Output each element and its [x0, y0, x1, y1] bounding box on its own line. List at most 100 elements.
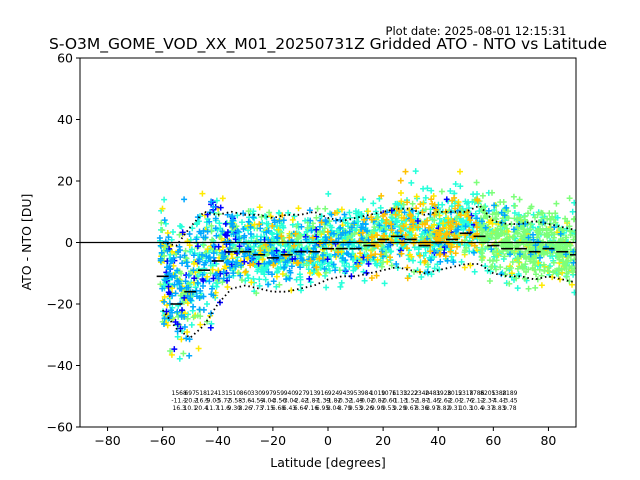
bin-stat-label: 9.30: [228, 405, 242, 412]
bin-stat-label: 9.37: [481, 405, 495, 412]
bin-stat-label: -0.82: [370, 398, 386, 405]
scatter-series: [242, 168, 481, 282]
bin-stat-label: 7786: [469, 390, 484, 397]
bin-stat-label: -2.76: [458, 398, 474, 405]
bin-stat-label: 953: [350, 390, 362, 397]
bin-stat-label: 940: [284, 390, 296, 397]
bin-stat-label: -5.58: [227, 398, 243, 405]
y-tick-label: −60: [47, 420, 73, 435]
bin-stat-label: -3.6: [239, 398, 251, 405]
bin-stat-label: -4.59: [249, 398, 265, 405]
bin-stat-label: -3.04: [282, 398, 298, 405]
bin-stat-label: 9.26: [360, 405, 374, 412]
bin-stat-label: 8205: [480, 390, 495, 397]
bin-stat-label: 20.4: [195, 405, 209, 412]
bin-stat-label: 11.6: [217, 405, 231, 412]
bin-stat-label: -2.01: [447, 398, 463, 405]
x-tick-label: −20: [260, 433, 286, 448]
bin-stat-label: -0.60: [381, 398, 397, 405]
x-tick-label: −60: [149, 433, 175, 448]
y-axis: −60 −40 −20 0 20 40 60: [47, 51, 80, 435]
bin-stat-label: -1.52: [403, 398, 419, 405]
bin-stat-label: 1568: [172, 390, 187, 397]
bin-stat-label: 9.53: [382, 405, 396, 412]
bin-stat-label: 5318: [458, 390, 473, 397]
bin-stat-label: 6.64: [294, 405, 308, 412]
bin-stat-label: 1222: [403, 390, 418, 397]
y-tick-label: 60: [57, 51, 73, 66]
statistics-lines-layer: [80, 204, 576, 339]
bin-stat-label: -5.72: [216, 398, 232, 405]
bin-stat-label: 16.3: [173, 405, 187, 412]
bin-stat-label: 510: [229, 390, 241, 397]
bin-stat-label: 330: [251, 390, 263, 397]
bin-stat-label: 3012: [447, 390, 462, 397]
bin-stat-label: 8.36: [415, 405, 429, 412]
bin-stat-label: -4.41: [491, 398, 507, 405]
std-lower-line: [161, 263, 576, 339]
bin-stat-label: 8.97: [426, 405, 440, 412]
bin-stat-label: 10.4: [470, 405, 484, 412]
x-tick-label: 20: [375, 433, 391, 448]
stat-labels-layer: 1568-11.116.3 697-20.210.1 518-16.520.4 124…: [171, 390, 517, 412]
bin-stat-label: 8.82: [437, 405, 451, 412]
std-upper-line: [162, 204, 576, 247]
bin-stat-label: -1.87: [414, 398, 430, 405]
bin-stat-label: 124: [207, 390, 219, 397]
bin-stat-label: -4.04: [260, 398, 276, 405]
bin-stat-label: 997: [262, 390, 274, 397]
y-tick-label: −20: [47, 297, 73, 312]
bin-stat-label: 8.04: [327, 405, 341, 412]
x-axis: −80 −60 −40 −20 0 20 40 60 80: [94, 427, 556, 448]
x-tick-label: 0: [324, 433, 332, 448]
bin-stat-label: 943: [339, 390, 351, 397]
x-tick-label: −80: [94, 433, 120, 448]
y-tick-label: 0: [65, 235, 73, 250]
bin-stat-label: 2189: [502, 390, 517, 397]
bin-stat-label: 3928: [436, 390, 451, 397]
bin-stat-label: 10.1: [184, 405, 198, 412]
scatter-points-layer: [156, 168, 576, 362]
bin-stat-label: 7.15: [261, 405, 275, 412]
x-tick-label: 60: [485, 433, 501, 448]
x-tick-label: 40: [430, 433, 446, 448]
bin-stat-label: 927: [295, 390, 307, 397]
x-axis-title: Latitude [degrees]: [270, 455, 386, 470]
bin-stat-label: 9.31: [448, 405, 462, 412]
bin-stat-label: 2481: [425, 390, 440, 397]
bin-stat-label: -1.49: [348, 398, 364, 405]
bin-stat-label: 913: [306, 390, 318, 397]
bin-stat-label: 697: [184, 390, 196, 397]
bin-stat-label: -2.62: [436, 398, 452, 405]
bin-stat-label: 984: [361, 390, 373, 397]
bin-stat-label: -1.45: [425, 398, 441, 405]
bin-stat-label: 6.68: [272, 405, 286, 412]
bin-stat-label: -2.37: [480, 398, 496, 405]
bin-stat-label: 9.29: [393, 405, 407, 412]
bin-stat-label: 6.43: [283, 405, 297, 412]
bin-stat-label: -3.45: [502, 398, 518, 405]
bin-stat-label: 7.16: [305, 405, 319, 412]
bin-stat-label: -0.02: [359, 398, 375, 405]
bin-stat-label: 2340: [414, 390, 429, 397]
bin-stat-label: 518: [196, 390, 208, 397]
bin-stat-label: 9.53: [349, 405, 363, 412]
bin-stat-label: 10.3: [459, 405, 473, 412]
bin-stat-label: -2.42: [293, 398, 309, 405]
bin-stat-label: 1133: [392, 390, 407, 397]
bin-stat-label: -2.12: [469, 398, 485, 405]
bin-stat-label: 8.26: [239, 405, 253, 412]
bin-stat-label: -9.03: [205, 398, 221, 405]
bin-stat-label: 860: [240, 390, 252, 397]
bin-stat-label: 1388: [491, 390, 506, 397]
x-tick-label: −40: [205, 433, 231, 448]
x-tick-label: 80: [540, 433, 556, 448]
bin-stat-label: -1.39: [315, 398, 331, 405]
bin-stat-label: -1.13: [392, 398, 408, 405]
bin-stat-label: 9.78: [503, 405, 517, 412]
bin-stat-label: 9.67: [404, 405, 418, 412]
plot-date-label: Plot date: 2025-08-01 12:15:31: [386, 24, 567, 38]
y-axis-title: ATO - NTO [DU]: [19, 194, 34, 291]
chart-title: S-O3M_GOME_VOD_XX_M01_20250731Z Gridded …: [49, 35, 607, 54]
